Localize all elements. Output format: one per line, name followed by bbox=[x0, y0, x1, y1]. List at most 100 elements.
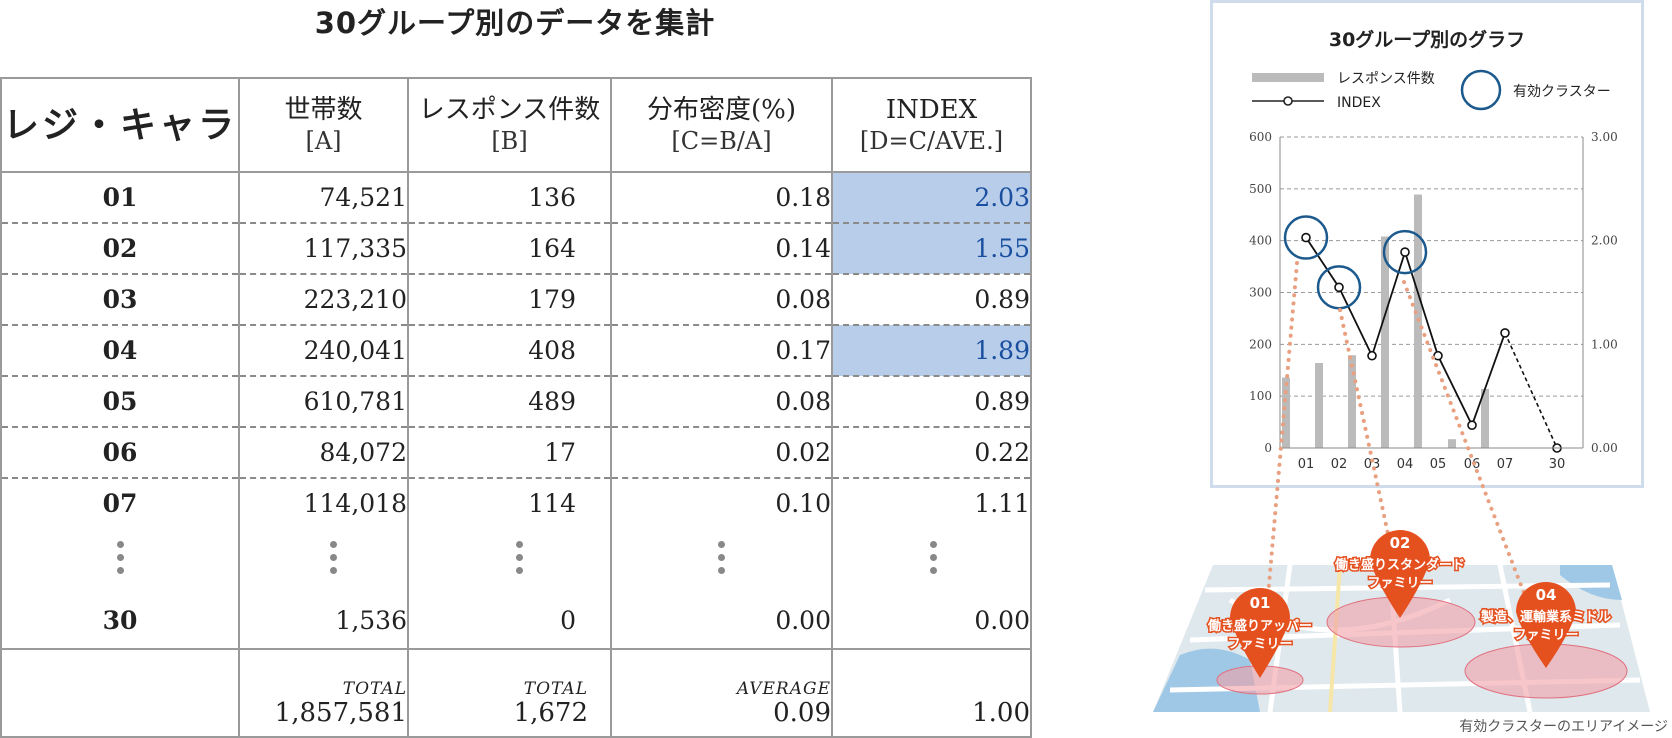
chart-title: 30グループ別のグラフ bbox=[1328, 29, 1526, 51]
table-row: 05 610,781 489 0.08 0.89 bbox=[0, 376, 1032, 428]
svg-text:働き盛りスタンダード: 働き盛りスタンダード bbox=[1334, 557, 1465, 573]
y-left-tick-label: 300 bbox=[1249, 286, 1272, 300]
x-tick-label: 06 bbox=[1464, 457, 1481, 472]
density-cell: 0.10 bbox=[610, 478, 833, 528]
responses-cell: 114 bbox=[407, 478, 612, 528]
header-index: INDEX [D=C/AVE.] bbox=[831, 77, 1032, 173]
group-cell: 05 bbox=[0, 376, 240, 428]
index-cell: 2.03 bbox=[831, 172, 1032, 224]
legend-bar-swatch bbox=[1252, 73, 1324, 82]
x-tick-label: 02 bbox=[1331, 457, 1348, 472]
density-cell: 0.14 bbox=[610, 223, 833, 275]
svg-text:働き盛りアッパー: 働き盛りアッパー bbox=[1207, 618, 1312, 634]
total-responses-cell: TOTAL 1,672 bbox=[407, 649, 612, 738]
table-row: 02 117,335 164 0.14 1.55 bbox=[0, 223, 1032, 275]
table-row: 04 240,041 408 0.17 1.89 bbox=[0, 325, 1032, 377]
legend-line-label: INDEX bbox=[1337, 95, 1381, 111]
map-pin-01: 01 働き盛りアッパー ファミリー bbox=[1205, 588, 1314, 678]
index-point bbox=[1467, 420, 1477, 430]
ellipsis bbox=[407, 528, 612, 592]
index-point bbox=[1433, 350, 1443, 361]
connector-02 bbox=[1338, 308, 1402, 592]
households-cell: 610,781 bbox=[238, 376, 409, 428]
y-left-tick-label: 200 bbox=[1249, 337, 1272, 351]
bar bbox=[1481, 388, 1489, 448]
households-cell: 240,041 bbox=[238, 325, 409, 377]
density-cell: 0.18 bbox=[610, 172, 833, 224]
density-cell: 0.02 bbox=[610, 427, 833, 479]
y-left-tick-label: 500 bbox=[1249, 182, 1272, 196]
responses-cell: 179 bbox=[407, 274, 612, 326]
header-responses: レスポンス件数 [B] bbox=[407, 77, 612, 173]
svg-text:04: 04 bbox=[1536, 586, 1557, 604]
index-point bbox=[1400, 247, 1410, 257]
responses-cell: 164 bbox=[407, 223, 612, 275]
x-tick-label: 03 bbox=[1364, 457, 1381, 472]
legend-circle-swatch bbox=[1460, 69, 1502, 111]
index-point bbox=[1500, 328, 1510, 338]
map-highway bbox=[1328, 564, 1342, 713]
x-tick-label: 05 bbox=[1430, 457, 1447, 472]
index-cell: 0.00 bbox=[831, 592, 1032, 650]
map-water bbox=[1560, 565, 1622, 600]
group-cell: 03 bbox=[0, 274, 240, 326]
ellipsis bbox=[831, 528, 1032, 592]
series-line-index-extension bbox=[1504, 332, 1558, 449]
total-empty-cell bbox=[0, 649, 240, 738]
group-cell: 04 bbox=[0, 325, 240, 377]
connector-01 bbox=[1260, 261, 1299, 667]
y-right-tick-label: 2.00 bbox=[1591, 234, 1618, 248]
households-cell: 74,521 bbox=[238, 172, 409, 224]
index-point bbox=[1334, 282, 1344, 293]
cluster-circle-04 bbox=[1382, 229, 1428, 275]
x-tick-label: 04 bbox=[1397, 457, 1414, 472]
y-right-tick-label: 3.00 bbox=[1591, 130, 1618, 144]
chart-cluster-circles bbox=[1283, 215, 1428, 310]
legend-bar-label: レスポンス件数 bbox=[1337, 71, 1435, 87]
x-tick-label: 07 bbox=[1497, 457, 1514, 472]
svg-text:製造、運輸業系ミドル: 製造、運輸業系ミドル bbox=[1480, 609, 1611, 625]
density-cell: 0.00 bbox=[610, 592, 833, 650]
connector-04 bbox=[1402, 280, 1548, 652]
bar bbox=[1315, 362, 1323, 448]
ellipsis-row bbox=[0, 528, 1032, 592]
legend-circle-label: 有効クラスター bbox=[1513, 84, 1611, 100]
group-cell: 02 bbox=[0, 223, 240, 275]
index-cell: 1.89 bbox=[831, 325, 1032, 377]
density-cell: 0.08 bbox=[610, 376, 833, 428]
map-pin-02: 02 働き盛りスタンダード ファミリー bbox=[1332, 530, 1467, 618]
index-point bbox=[1367, 350, 1377, 361]
bar bbox=[1282, 377, 1290, 448]
total-row: TOTAL 1,857,581 TOTAL 1,672 AVERAGE 0.09 1.… bbox=[0, 649, 1032, 738]
header-households: 世帯数 [A] bbox=[238, 77, 409, 173]
header-density: 分布密度(%) [C=B/A] bbox=[610, 77, 833, 173]
group-cell: 01 bbox=[0, 172, 240, 224]
bar bbox=[1381, 236, 1389, 448]
group-cell: 30 bbox=[0, 592, 240, 650]
density-cell: 0.17 bbox=[610, 325, 833, 377]
index-cell: 0.89 bbox=[831, 376, 1032, 428]
cluster-connectors bbox=[1260, 261, 1548, 667]
svg-text:ファミリー: ファミリー bbox=[1367, 576, 1432, 591]
index-cell: 1.11 bbox=[831, 478, 1032, 528]
index-cell: 1.55 bbox=[831, 223, 1032, 275]
ellipsis bbox=[0, 528, 240, 592]
legend-line-marker bbox=[1283, 96, 1293, 106]
households-cell: 114,018 bbox=[238, 478, 409, 528]
svg-text:01: 01 bbox=[1250, 594, 1271, 612]
cluster-circle-01 bbox=[1283, 215, 1329, 260]
table-row: 03 223,210 179 0.08 0.89 bbox=[0, 274, 1032, 326]
y-left-tick-label: 600 bbox=[1249, 130, 1272, 144]
total-index-cell: 1.00 bbox=[831, 649, 1032, 738]
bar bbox=[1348, 355, 1356, 448]
households-cell: 223,210 bbox=[238, 274, 409, 326]
density-cell: 0.08 bbox=[610, 274, 833, 326]
households-cell: 117,335 bbox=[238, 223, 409, 275]
responses-cell: 17 bbox=[407, 427, 612, 479]
table-row: 06 84,072 17 0.02 0.22 bbox=[0, 427, 1032, 479]
logo: レジ・キャラ bbox=[2, 104, 237, 146]
chart-axes: 0 100 200 300 400 500 600 0.00 1.00 2.00 3.00 01 02 0… bbox=[1249, 130, 1618, 472]
bar bbox=[1448, 439, 1456, 448]
table-header-row: レジ・キャラ 世帯数 [A] レスポンス件数 [B] 分布密度(%) [C=B/A] … bbox=[0, 77, 1032, 173]
